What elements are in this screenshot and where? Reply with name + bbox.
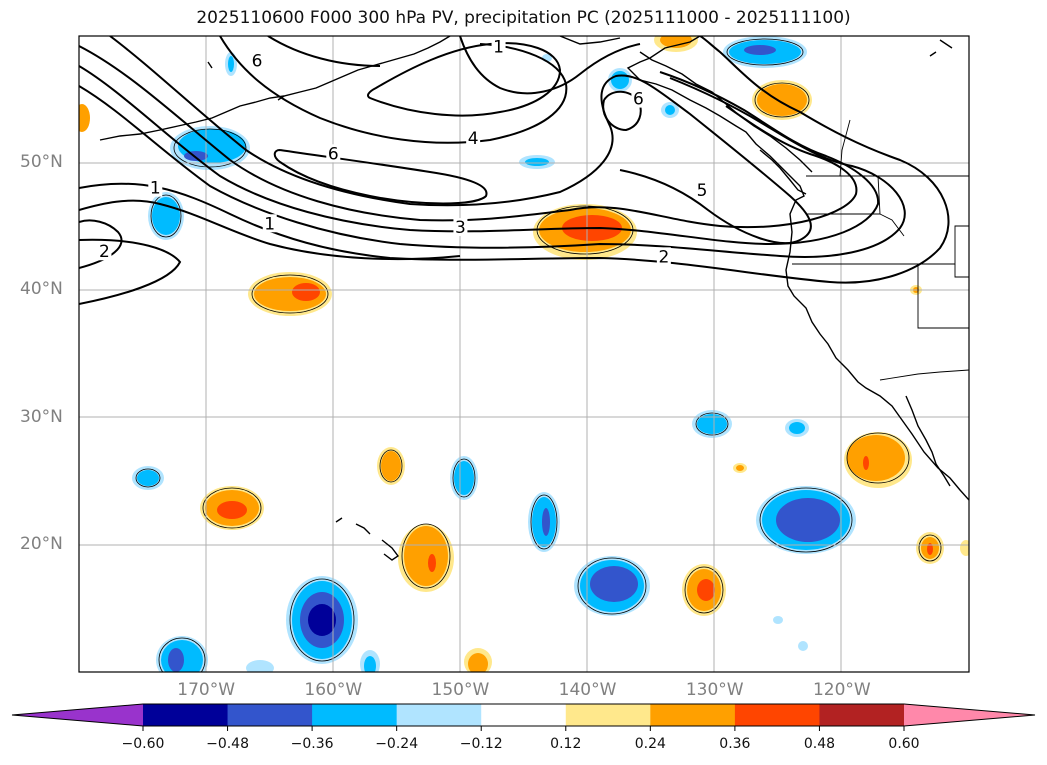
- pv-contour-label: 4: [468, 129, 479, 149]
- coastlines: [99, 36, 969, 561]
- pv-contour-label: 1: [264, 214, 275, 234]
- colorbar-label: 0.24: [634, 736, 666, 752]
- colorbar-swatch: [396, 704, 482, 726]
- graticule: [79, 36, 969, 672]
- colorbar-swatch: [143, 704, 229, 726]
- colorbar-label: −0.48: [206, 736, 249, 752]
- pv-contour-label: 2: [99, 242, 110, 262]
- precip-blob-negative: [156, 636, 208, 672]
- pv-contour-label: 5: [697, 181, 708, 201]
- latitude-label: 50°N: [20, 152, 63, 173]
- political-borders: [792, 119, 969, 381]
- colorbar-extend-high: [904, 704, 1035, 726]
- pv-contour-label: 1: [150, 179, 161, 199]
- colorbar-label: 0.36: [719, 736, 751, 752]
- colorbar-label: 0.48: [803, 736, 836, 752]
- longitude-label: 120°W: [812, 680, 871, 700]
- colorbar-swatch: [312, 704, 398, 726]
- colorbar-swatch: [481, 704, 567, 726]
- pv-contour-label: 6: [633, 90, 644, 110]
- precip-blob-positive: [398, 524, 454, 592]
- precip-blob-positive: [200, 486, 264, 530]
- pv-contour-label: 6: [252, 51, 263, 71]
- longitude-label: 160°W: [304, 680, 363, 700]
- precip-blob-negative: [574, 556, 650, 616]
- pv-contour-label: 3: [455, 218, 466, 238]
- precip-blob-positive: [844, 432, 912, 488]
- longitude-label: 140°W: [558, 680, 617, 700]
- pv-contour-label: 1: [493, 37, 504, 57]
- map-frame: [78, 35, 970, 673]
- longitude-label: 130°W: [685, 680, 744, 700]
- pv-contours: [79, 36, 950, 305]
- pv-contour-label: 6: [328, 144, 339, 164]
- colorbar-swatch: [650, 704, 736, 726]
- precip-outlines: [135, 38, 942, 672]
- precip-shading: [79, 36, 969, 672]
- colorbar-label: −0.36: [290, 736, 334, 752]
- longitude-label: 150°W: [431, 680, 490, 700]
- latitude-label: 20°N: [20, 533, 63, 554]
- pv-contour-labels: 6 1 6 4 6 1 5 1 3 2 2: [97, 37, 709, 267]
- precip-blob-positive: [682, 564, 726, 616]
- precip-blob-negative: [528, 492, 560, 552]
- precip-blob-positive: [248, 272, 332, 316]
- colorbar-label: 0.12: [550, 736, 582, 752]
- colorbar: [11, 703, 1036, 731]
- colorbar-swatch: [819, 704, 905, 726]
- colorbar-label: −0.24: [375, 736, 419, 752]
- colorbar-extend-low: [12, 704, 143, 726]
- precip-blob-negative: [756, 486, 856, 554]
- pv-contour-label: 2: [658, 247, 669, 267]
- colorbar-label: 0.60: [888, 736, 920, 752]
- map-title: 2025110600 F000 300 hPa PV, precipitatio…: [196, 8, 851, 28]
- colorbar-swatch: [227, 704, 313, 726]
- longitude-label: 170°W: [177, 680, 236, 700]
- colorbar-label: −0.60: [121, 736, 165, 752]
- colorbar-label: −0.12: [459, 736, 503, 752]
- latitude-label: 40°N: [20, 279, 63, 300]
- precip-blob-negative: [286, 576, 358, 664]
- latitude-label: 30°N: [20, 406, 63, 427]
- colorbar-swatch: [734, 704, 820, 726]
- precip-blob-negative: [723, 36, 807, 68]
- colorbar-swatch: [565, 704, 651, 726]
